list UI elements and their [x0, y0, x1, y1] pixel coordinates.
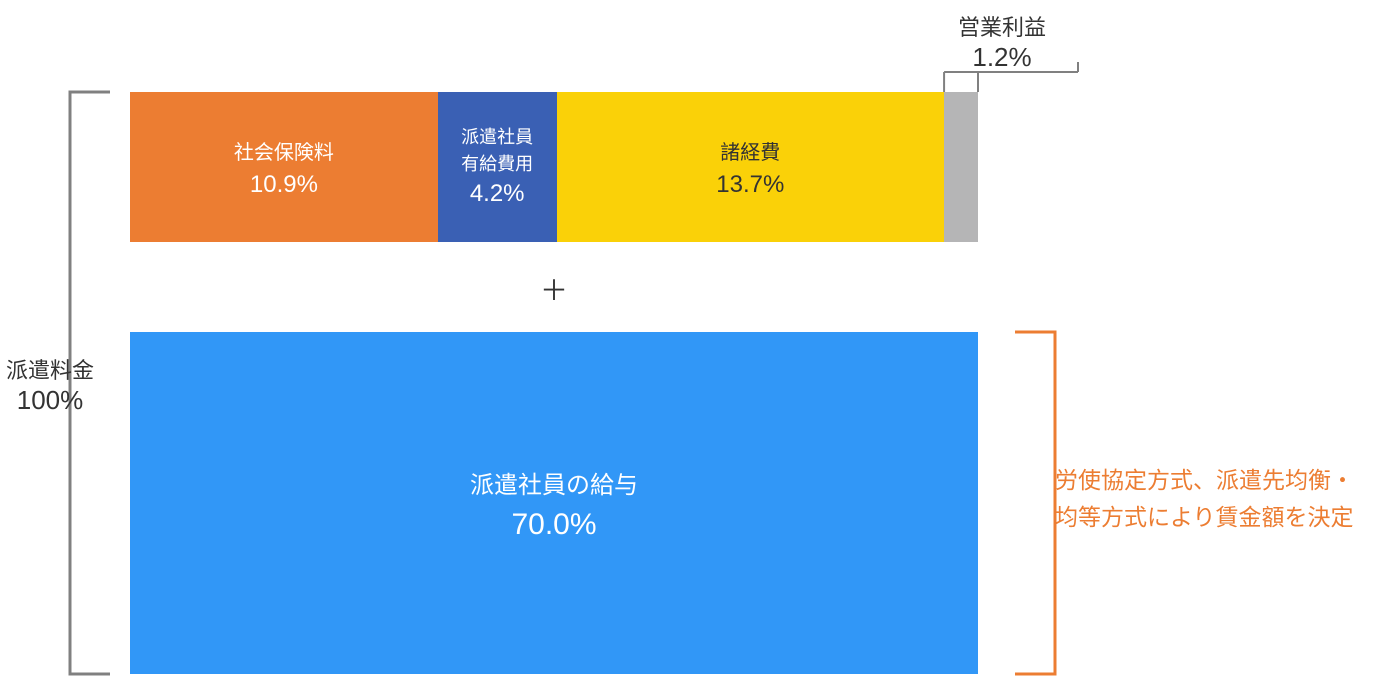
segment-label: 諸経費: [720, 136, 780, 165]
callout-op-profit: 営業利益1.2%: [942, 10, 1062, 73]
segment-value: 4.2%: [470, 180, 525, 208]
annotation-line-2: 均等方式により賃金額を決定: [1055, 499, 1354, 536]
segment-misc-expenses: 諸経費 13.7%: [557, 92, 945, 242]
callout-value: 1.2%: [942, 42, 1062, 73]
salary-bar: 派遣社員の給与 70.0%: [130, 332, 978, 674]
segment-label: 有給費用: [461, 153, 533, 176]
left-bracket-label: 派遣料金100%: [0, 353, 100, 416]
salary-value: 70.0%: [511, 508, 596, 542]
left-label-percent: 100%: [0, 385, 100, 416]
salary-label: 派遣社員の給与: [470, 465, 638, 500]
top-bar: 社会保険料 10.9% 派遣社員有給費用 4.2% 諸経費 13.7%: [130, 92, 978, 242]
segment-value: 13.7%: [716, 171, 784, 199]
segment-value: 10.9%: [250, 171, 318, 199]
segment-op-profit: [944, 92, 978, 242]
segment-label: 派遣社員: [461, 126, 533, 149]
annotation-line-1: 労使協定方式、派遣先均衡・: [1055, 462, 1354, 499]
left-label-text: 派遣料金: [0, 353, 100, 385]
plus-symbol: ＋: [540, 269, 568, 309]
segment-social-insurance: 社会保険料 10.9%: [130, 92, 438, 242]
segment-label: 社会保険料: [234, 136, 334, 165]
callout-label: 営業利益: [942, 10, 1062, 42]
annotation-text: 労使協定方式、派遣先均衡・均等方式により賃金額を決定: [1055, 462, 1354, 536]
segment-paid-leave: 派遣社員有給費用 4.2%: [438, 92, 557, 242]
